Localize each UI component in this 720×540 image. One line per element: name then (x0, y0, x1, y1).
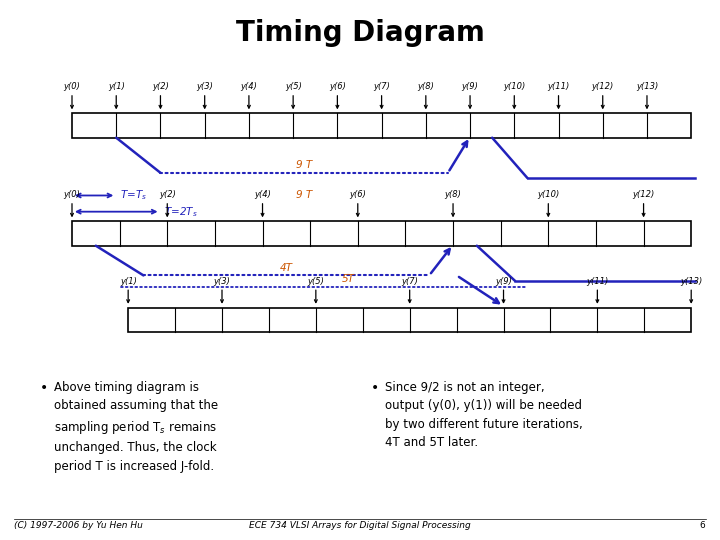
Bar (72, 113, 691, 138)
Text: y(4): y(4) (240, 82, 257, 91)
Text: 6: 6 (700, 521, 706, 530)
Text: y(10): y(10) (537, 190, 559, 199)
Text: y(8): y(8) (445, 190, 462, 199)
Text: y(4): y(4) (254, 190, 271, 199)
Text: y(3): y(3) (197, 82, 213, 91)
Text: 9 T: 9 T (296, 159, 312, 170)
Text: y(2): y(2) (159, 190, 176, 199)
Bar (72, 221, 691, 246)
Text: T=T$_s$: T=T$_s$ (120, 188, 147, 202)
Text: 5T: 5T (342, 274, 355, 284)
Text: y(9): y(9) (462, 82, 479, 91)
Text: y(11): y(11) (586, 276, 608, 286)
Text: y(12): y(12) (632, 190, 654, 199)
Text: y(13): y(13) (680, 276, 702, 286)
Text: y(12): y(12) (592, 82, 614, 91)
Text: y(11): y(11) (547, 82, 570, 91)
Text: y(0): y(0) (63, 190, 81, 199)
Text: y(9): y(9) (495, 276, 512, 286)
Text: ECE 734 VLSI Arrays for Digital Signal Processing: ECE 734 VLSI Arrays for Digital Signal P… (249, 521, 471, 530)
Bar (128, 308, 691, 332)
Text: y(0): y(0) (63, 82, 81, 91)
Text: 9 T: 9 T (296, 191, 312, 200)
Text: (C) 1997-2006 by Yu Hen Hu: (C) 1997-2006 by Yu Hen Hu (14, 521, 143, 530)
Text: y(10): y(10) (503, 82, 526, 91)
Text: y(2): y(2) (152, 82, 169, 91)
Text: Since 9/2 is not an integer,
output (y(0), y(1)) will be needed
by two different: Since 9/2 is not an integer, output (y(0… (385, 381, 583, 449)
Text: Timing Diagram: Timing Diagram (235, 19, 485, 47)
Text: y(7): y(7) (401, 276, 418, 286)
Text: •: • (40, 381, 48, 395)
Text: y(5): y(5) (284, 82, 302, 91)
Text: y(5): y(5) (307, 276, 324, 286)
Text: y(13): y(13) (636, 82, 658, 91)
Text: y(1): y(1) (120, 276, 137, 286)
Text: y(8): y(8) (418, 82, 434, 91)
Text: Above timing diagram is
obtained assuming that the
sampling period T$_s$ remains: Above timing diagram is obtained assumin… (54, 381, 218, 473)
Text: y(1): y(1) (108, 82, 125, 91)
Text: y(7): y(7) (373, 82, 390, 91)
Text: 4T: 4T (280, 262, 293, 273)
Text: •: • (371, 381, 379, 395)
Text: y(6): y(6) (349, 190, 366, 199)
Text: y(6): y(6) (329, 82, 346, 91)
Text: T=2T$_s$: T=2T$_s$ (164, 205, 198, 219)
Text: y(3): y(3) (214, 276, 230, 286)
